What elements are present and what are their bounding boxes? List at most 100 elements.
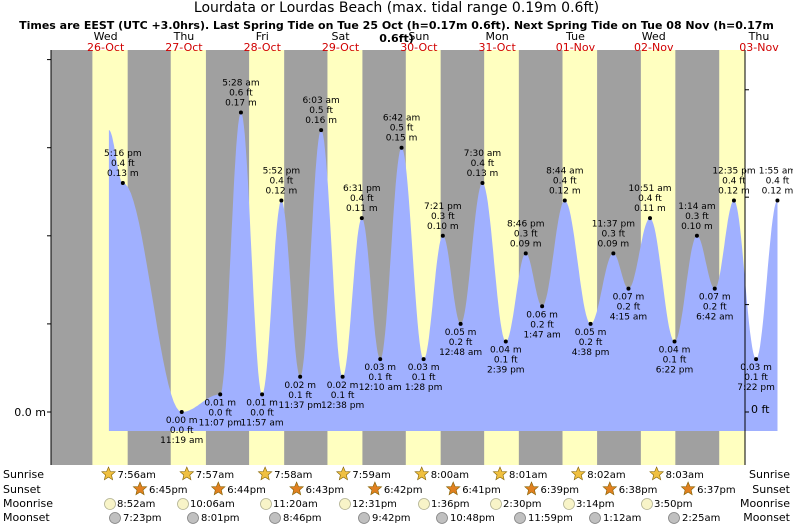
chart-title: Lourdata or Lourdas Beach (max. tidal ra… [193, 0, 600, 16]
sunrise-time: 8:03am [666, 470, 704, 481]
y-axis-left-label: 0.0 m [14, 406, 46, 419]
moonrise-icon [563, 498, 575, 510]
row-label-left: Sunrise [3, 468, 44, 481]
tide-feet-label: 0.1 ft [494, 356, 518, 366]
tide-point [503, 339, 508, 344]
tide-point [218, 392, 223, 397]
sunset-time: 6:37pm [697, 485, 736, 496]
tide-feet-label: 0.1 ft [331, 391, 355, 401]
moonset-icon [514, 512, 526, 524]
sunrise-icon [492, 466, 508, 481]
sunset-time: 6:42pm [384, 485, 423, 496]
sunset-icon [367, 481, 383, 496]
tide-metres-label: 0.10 m [427, 222, 459, 232]
tide-metres-label: 0.04 m [659, 346, 691, 356]
moonrise-icon [104, 498, 116, 510]
tide-metres-label: 0.17 m [225, 98, 257, 108]
tide-time-label: 7:21 pm [424, 202, 462, 212]
table-background [0, 466, 793, 525]
tide-time-label: 11:07 pm [199, 418, 242, 428]
tide-point [179, 410, 184, 414]
sunrise-time: 7:59am [352, 470, 390, 481]
tide-metres-label: 0.13 m [107, 169, 139, 179]
tide-metres-label: 0.03 m [740, 363, 772, 373]
sunset-icon [680, 481, 696, 496]
tide-feet-label: 0.1 ft [288, 391, 312, 401]
day-labels: Wed26-OctThu27-OctFri28-OctSat29-OctSun3… [87, 30, 779, 54]
moonrise-time: 12:31pm [352, 499, 397, 510]
sunset-time: 6:38pm [619, 485, 658, 496]
sunrise-time: 7:58am [274, 470, 312, 481]
tide-metres-label: 0.01 m [204, 398, 236, 408]
sunset-time: 6:44pm [227, 485, 266, 496]
moonset-icon [269, 512, 281, 524]
tide-time-label: 1:14 am [678, 202, 715, 212]
moonset-time: 9:42pm [372, 513, 411, 524]
tide-metres-label: 0.10 m [681, 222, 713, 232]
tide-feet-label: 0.2 ft [703, 303, 727, 313]
tide-feet-label: 0.4 ft [111, 159, 135, 169]
day-of-week-label: Wed [94, 30, 118, 43]
tide-time-label: 12:35 pm [712, 167, 755, 177]
tide-time-label: 7:22 pm [737, 383, 775, 393]
moonrise-icon [260, 498, 272, 510]
sunrise-time: 8:02am [587, 470, 625, 481]
tide-feet-label: 0.2 ft [579, 338, 603, 348]
tide-time-label: 6:22 pm [656, 366, 694, 376]
tide-feet-label: 0.4 ft [553, 177, 577, 187]
tide-time-label: 5:28 am [222, 78, 259, 88]
tide-metres-label: 0.04 m [490, 346, 522, 356]
tide-point [754, 357, 759, 362]
tide-time-label: 6:42 am [696, 313, 733, 323]
moonrise-time: 1:36pm [431, 499, 470, 510]
tide-time-label: 6:31 pm [343, 184, 381, 194]
tide-time-label: 12:10 am [359, 383, 402, 393]
tide-feet-label: 0.4 ft [471, 159, 495, 169]
tide-metres-label: 0.11 m [346, 204, 378, 214]
day-of-week-label: Thu [173, 30, 195, 43]
tide-time-label: 2:39 pm [487, 366, 525, 376]
tide-metres-label: 0.09 m [598, 239, 630, 249]
tide-point [647, 216, 652, 221]
row-label-right: Sunrise [749, 468, 790, 481]
moonset-icon [436, 512, 448, 524]
sunset-icon [445, 481, 461, 496]
tide-time-label: 11:37 pm [279, 401, 322, 411]
tide-time-label: 7:30 am [464, 149, 501, 159]
date-label: 01-Nov [556, 41, 596, 54]
tide-point [421, 357, 426, 362]
tide-metres-label: 0.02 m [327, 381, 359, 391]
day-of-week-label: Sat [332, 30, 351, 43]
sunset-icon [210, 481, 226, 496]
chart-subtitle: Times are EEST (UTC +3.0hrs). Last Sprin… [19, 19, 774, 45]
moonrise-icon [418, 498, 430, 510]
moonset-icon [589, 512, 601, 524]
tide-point [540, 304, 545, 309]
moonset-time: 1:12am [603, 513, 641, 524]
tide-metres-label: 0.06 m [526, 310, 558, 320]
daylight-band [170, 50, 206, 465]
moonrise-icon [490, 498, 502, 510]
tide-metres-label: 0.00 m [166, 416, 198, 426]
tide-feet-label: 0.5 ft [309, 106, 333, 116]
tide-feet-label: 0.0 ft [170, 426, 194, 436]
tide-metres-label: 0.16 m [305, 116, 337, 126]
tide-point [523, 251, 528, 256]
moonrise-icon [339, 498, 351, 510]
tide-point [298, 374, 303, 379]
sunrise-time: 8:00am [431, 470, 469, 481]
tide-metres-label: 0.12 m [266, 187, 298, 197]
date-label: 28-Oct [244, 41, 282, 54]
tide-feet-label: 0.3 ft [685, 212, 709, 222]
tide-time-label: 4:38 pm [572, 348, 610, 358]
tide-feet-label: 0.6 ft [229, 88, 253, 98]
tide-feet-label: 0.1 ft [412, 373, 436, 383]
tide-point [399, 145, 404, 150]
tide-feet-label: 0.4 ft [638, 194, 662, 204]
tide-time-label: 11:37 pm [592, 219, 635, 229]
tide-metres-label: 0.03 m [364, 363, 396, 373]
date-label: 31-Oct [479, 41, 517, 54]
sunset-icon [602, 481, 618, 496]
tide-feet-label: 0.2 ft [530, 320, 554, 330]
